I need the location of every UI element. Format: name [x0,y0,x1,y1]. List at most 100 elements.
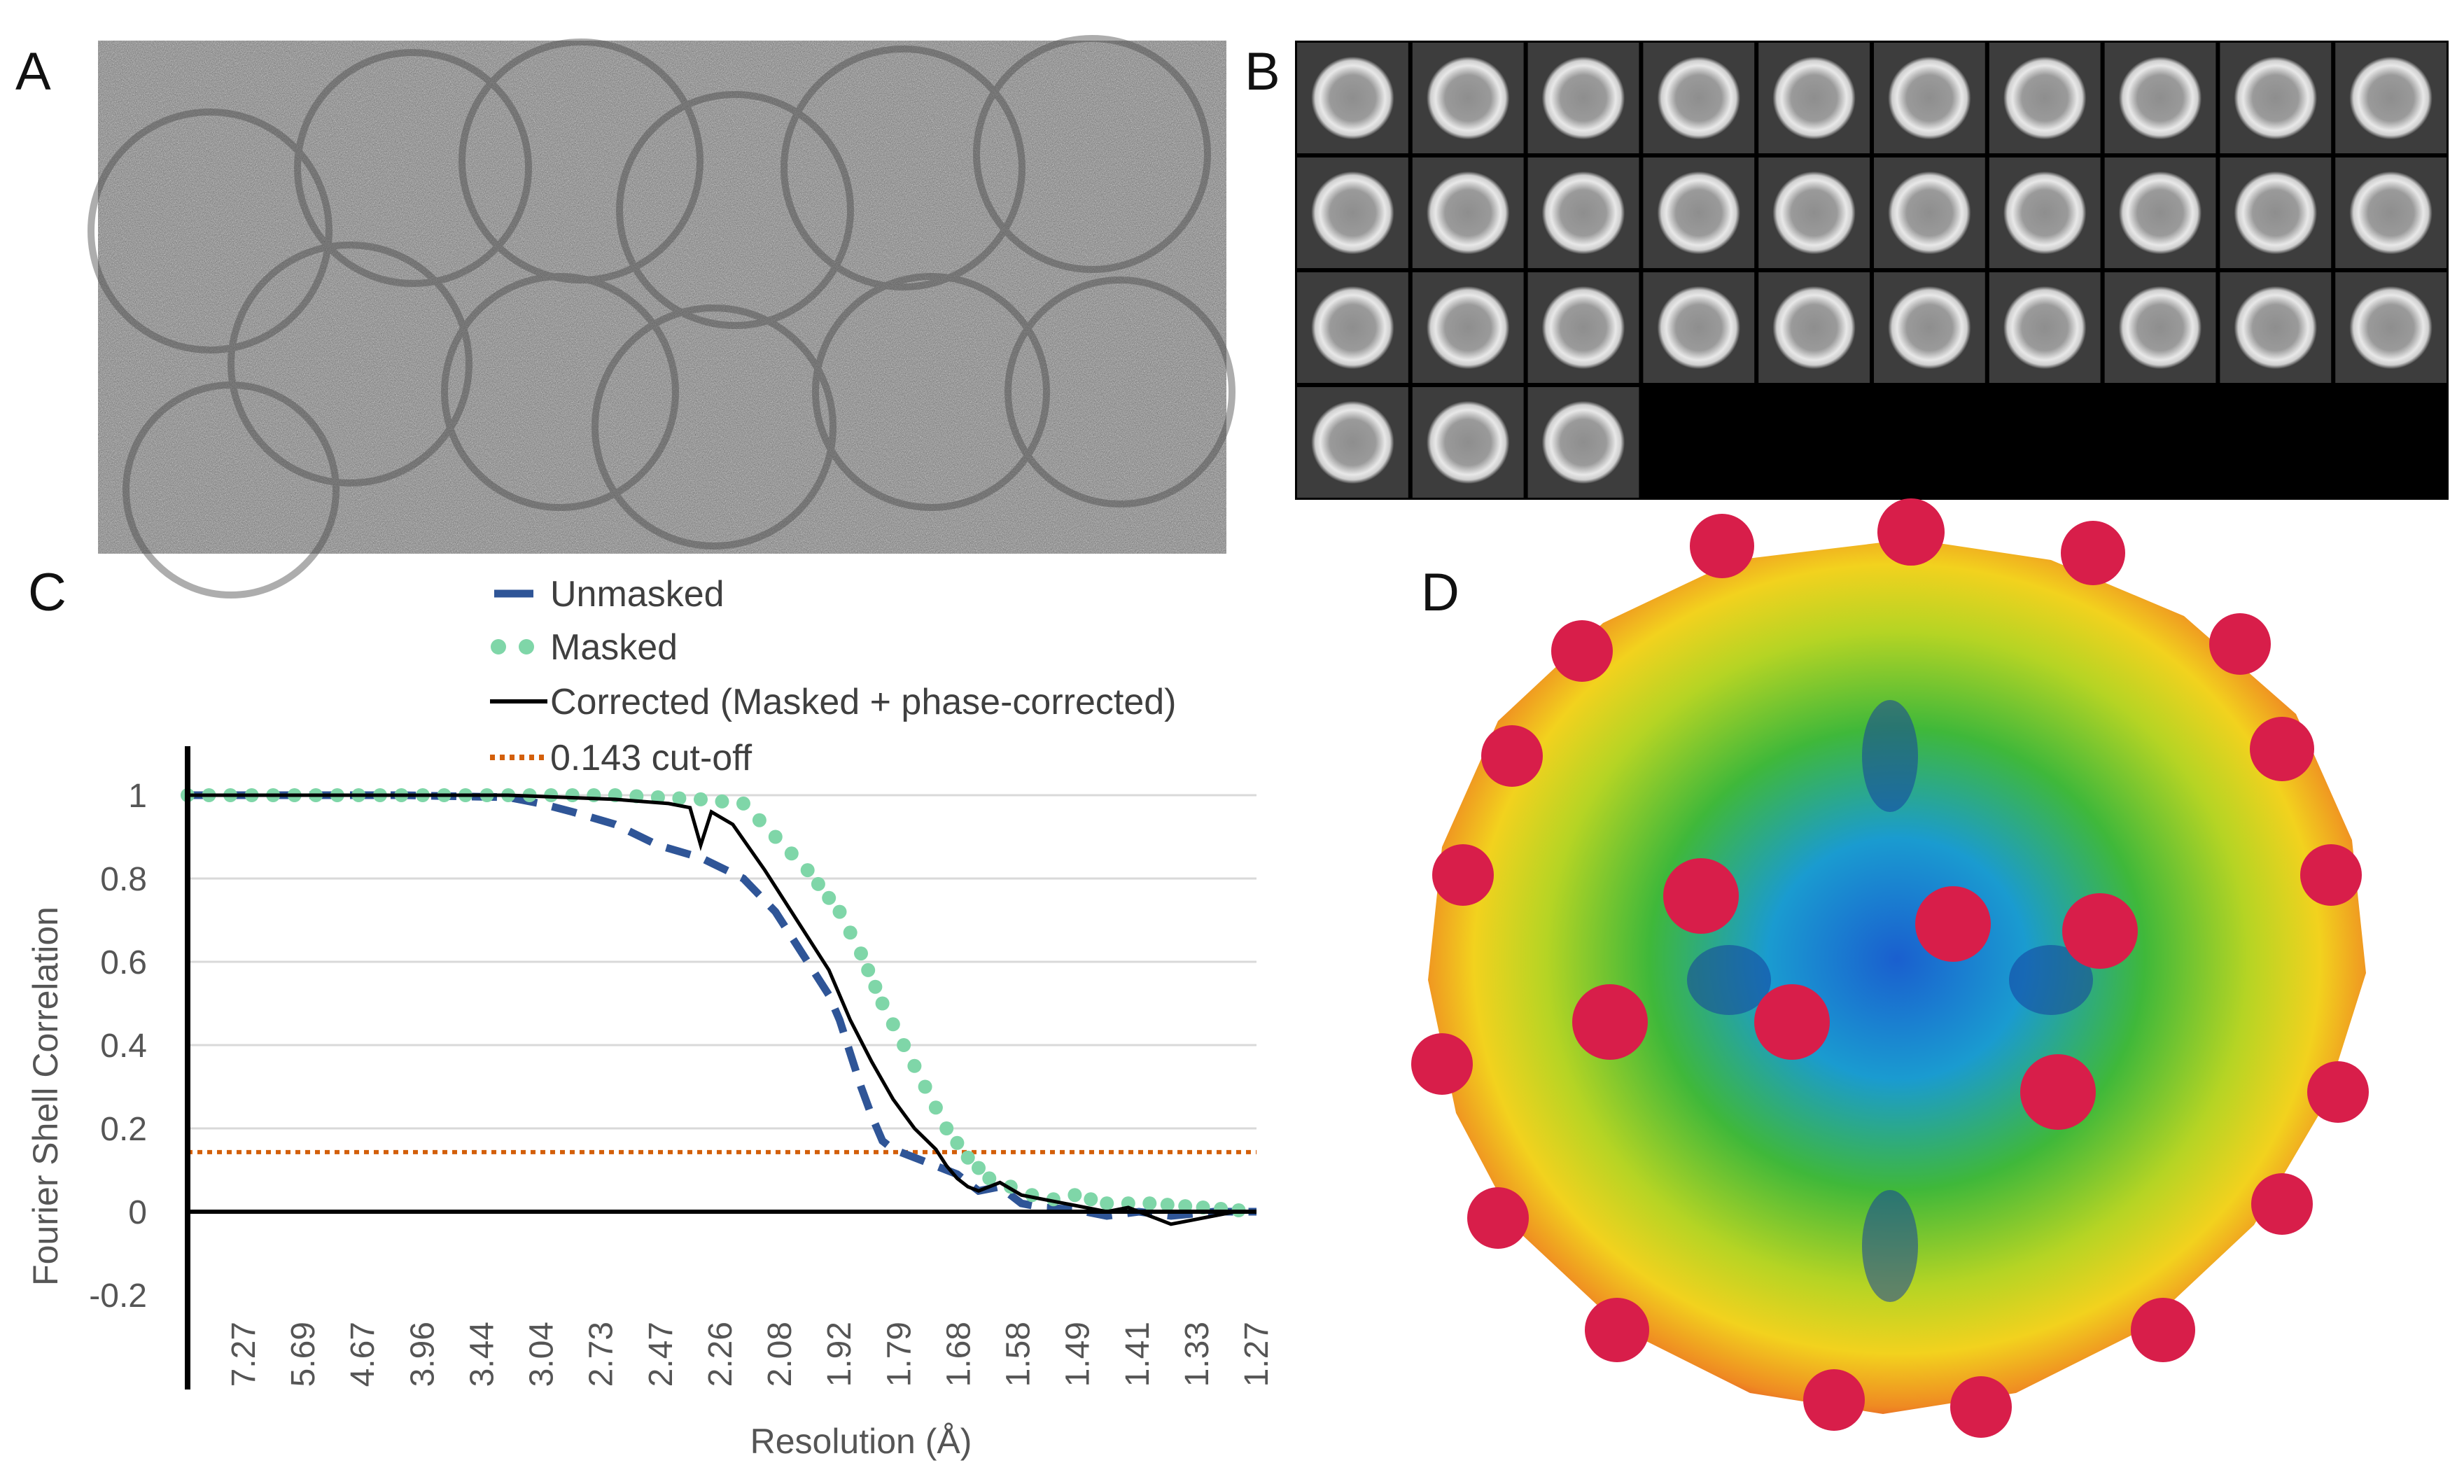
y-tick-label: 0.6 [100,944,147,981]
masked-point [868,979,883,994]
x-tick-label: 2.73 [583,1322,620,1387]
legend-item-cutoff: 0.143 cut-off [490,738,752,778]
capsid-map [1411,498,2369,1438]
y-tick-labels: 1 0.8 0.6 0.4 0.2 0 -0.2 [89,778,147,1315]
x-tick-label: 3.04 [524,1322,561,1387]
class-average-tile [2335,43,2446,153]
masked-point [907,1058,922,1073]
gridlines [188,794,1256,1130]
series-masked-points [181,788,1246,1217]
capsid-surface [1428,539,2366,1414]
masked-point [768,830,783,844]
class-average-tile [2104,272,2216,383]
masked-point [784,846,799,861]
masked-point [886,1017,900,1032]
panel-letter-a: A [15,42,51,102]
class-average-tile [1758,272,1870,383]
panel-letter-c: C [28,563,66,622]
class-average-tile [1527,387,1639,498]
y-tick-label: 0.4 [100,1028,147,1065]
x-tick-label: 2.08 [762,1322,799,1387]
y-axis-title: Fourier Shell Correlation [26,906,65,1286]
masked-point [960,1150,975,1165]
fsc-chart: 1 0.8 0.6 0.4 0.2 0 -0.2 7.27 5.69 4.67 3.96 3.44 3… [26,574,1275,1461]
masked-point [928,1100,943,1115]
class-average-tile [1412,43,1524,153]
x-tick-label: 1.79 [881,1322,918,1387]
y-tick-label: -0.2 [89,1278,147,1315]
class-average-tile [1297,387,1408,498]
legend-label-masked: Masked [550,627,678,668]
capsid-fivefold-vertices [1687,700,2093,1302]
class-average-tile [2335,158,2446,268]
particle-outlines [88,35,1236,598]
class-average-tile [1412,158,1524,268]
masked-point [1068,1188,1082,1203]
masked-point [832,904,847,919]
class-average-tile [1527,43,1639,153]
x-tick-label: 3.96 [404,1322,441,1387]
masked-point [800,863,815,878]
legend-label-cutoff: 0.143 cut-off [550,738,752,778]
class-average-tile [1874,158,1985,268]
masked-point [897,1038,911,1052]
x-tick-label: 3.44 [463,1322,500,1387]
x-tick-labels: 7.27 5.69 4.67 3.96 3.44 3.04 2.73 2.47 2.26 2.08… [225,1322,1275,1387]
x-tick-label: 4.67 [344,1322,382,1387]
x-tick-label: 2.26 [702,1322,739,1387]
masked-point [672,791,687,806]
series-corrected-line [188,793,1256,1226]
class-average-tile [1643,43,1755,153]
masked-point [982,1171,997,1186]
x-tick-label: 2.47 [643,1322,680,1387]
panel-letter-b: B [1245,42,1280,102]
series-unmasked-line [188,791,1256,1220]
masked-point [1160,1198,1175,1212]
legend-item-corrected: Corrected (Masked + phase-corrected) [490,682,1177,722]
class-average-tile [1989,272,2101,383]
x-tick-label: 1.68 [940,1322,977,1387]
x-tick-label: 5.69 [285,1322,322,1387]
masked-point [918,1079,932,1094]
class-average-tile [1412,387,1524,498]
class-average-tile [2104,43,2216,153]
class-average-tile [2220,43,2332,153]
class-average-tile [1297,272,1408,383]
masked-point [1084,1192,1098,1207]
x-tick-label: 7.27 [225,1322,262,1387]
class-average-tile [1874,43,1985,153]
class-average-tile [1527,272,1639,383]
legend-label-unmasked: Unmasked [550,574,724,615]
masked-point [1142,1196,1157,1211]
masked-point [565,788,580,802]
masked-point [811,876,825,891]
class-average-tile [2335,272,2446,383]
micrograph-noise [98,41,1226,554]
masked-point [694,792,708,806]
legend-label-corrected: Corrected (Masked + phase-corrected) [550,682,1177,722]
x-tick-label: 1.92 [821,1322,858,1387]
y-tick-label: 0 [128,1194,147,1231]
y-tick-label: 0.8 [100,861,147,898]
class-average-tile [1989,43,2101,153]
class-average-tile [1297,43,1408,153]
panel-letter-d: D [1421,563,1460,622]
x-tick-label: 1.58 [1000,1322,1037,1387]
masked-point [736,796,750,811]
masked-point [861,962,876,977]
class-average-tile [1874,272,1985,383]
x-tick-label: 1.27 [1238,1322,1275,1387]
capsid-spikes [1411,498,2369,1438]
class-average-tile [2220,272,2332,383]
class-average-tile [2220,158,2332,268]
masked-point [854,946,868,961]
class-average-tile [1412,272,1524,383]
masked-point [972,1161,986,1175]
y-tick-label: 0.2 [100,1111,147,1148]
legend-item-masked: Masked [491,627,678,668]
class-averages-grid [1295,41,2449,500]
x-axis-title: Resolution (Å) [750,1422,972,1461]
micrograph-panel [88,35,1236,598]
legend-item-unmasked: Unmasked [494,574,724,615]
